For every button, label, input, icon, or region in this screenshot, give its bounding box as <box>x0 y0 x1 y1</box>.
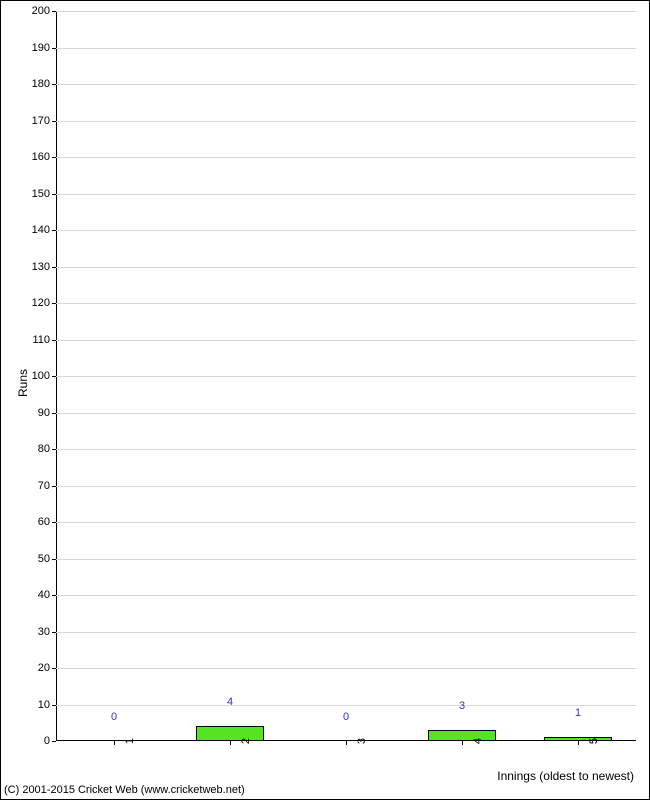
bar-value-label: 0 <box>111 711 117 726</box>
gridline <box>56 230 636 231</box>
footer-text: (C) 2001-2015 Cricket Web (www.cricketwe… <box>4 784 245 796</box>
y-tick-label: 110 <box>32 334 56 346</box>
y-tick-label: 150 <box>32 188 56 200</box>
x-tick-label: 3 <box>346 738 368 744</box>
y-tick-label: 50 <box>38 553 56 565</box>
y-tick-label: 140 <box>32 224 56 236</box>
y-tick-label: 70 <box>38 480 56 492</box>
y-tick-label: 160 <box>32 151 56 163</box>
gridline <box>56 668 636 669</box>
bar-value-label: 3 <box>459 700 465 715</box>
gridline <box>56 486 636 487</box>
y-tick-label: 190 <box>32 42 56 54</box>
x-tick-label: 2 <box>230 738 252 744</box>
y-tick-label: 180 <box>32 78 56 90</box>
gridline <box>56 194 636 195</box>
gridline <box>56 48 636 49</box>
gridline <box>56 559 636 560</box>
y-tick-label: 60 <box>38 516 56 528</box>
gridline <box>56 303 636 304</box>
gridline <box>56 522 636 523</box>
y-tick-label: 170 <box>32 115 56 127</box>
x-axis-label: Innings (oldest to newest) <box>497 769 634 783</box>
plot-area: 0102030405060708090100110120130140150160… <box>56 11 636 741</box>
gridline <box>56 632 636 633</box>
bar-value-label: 0 <box>343 711 349 726</box>
gridline <box>56 157 636 158</box>
gridline <box>56 413 636 414</box>
gridline <box>56 267 636 268</box>
y-tick-label: 100 <box>32 370 56 382</box>
gridline <box>56 705 636 706</box>
gridline <box>56 84 636 85</box>
y-tick-label: 0 <box>44 735 56 747</box>
y-tick-label: 200 <box>32 5 56 17</box>
x-tick-label: 4 <box>462 738 484 744</box>
y-tick-label: 20 <box>38 662 56 674</box>
gridline <box>56 449 636 450</box>
y-tick-label: 10 <box>38 699 56 711</box>
y-tick-label: 30 <box>38 626 56 638</box>
y-tick-label: 120 <box>32 297 56 309</box>
y-tick-label: 130 <box>32 261 56 273</box>
y-tick-label: 80 <box>38 443 56 455</box>
gridline <box>56 595 636 596</box>
x-tick-label: 5 <box>578 738 600 744</box>
bar-value-label: 4 <box>227 696 233 711</box>
gridline <box>56 11 636 12</box>
gridline <box>56 376 636 377</box>
bar-value-label: 1 <box>575 707 581 722</box>
gridline <box>56 340 636 341</box>
x-tick-label: 1 <box>114 738 136 744</box>
y-axis-label: Runs <box>16 369 30 397</box>
gridline <box>56 121 636 122</box>
chart-container: 0102030405060708090100110120130140150160… <box>0 0 650 800</box>
y-tick-label: 40 <box>38 589 56 601</box>
y-tick-label: 90 <box>38 407 56 419</box>
